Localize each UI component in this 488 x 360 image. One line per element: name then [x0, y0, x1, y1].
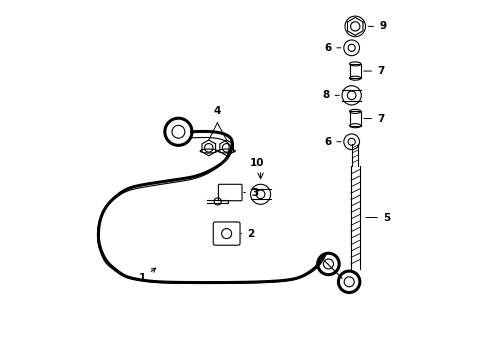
Text: 7: 7	[363, 113, 384, 123]
Text: 10: 10	[249, 158, 264, 168]
Text: 9: 9	[367, 21, 386, 31]
Bar	[349, 111, 360, 126]
Text: 3: 3	[243, 188, 258, 198]
Text: 6: 6	[324, 137, 340, 147]
Text: 8: 8	[322, 90, 339, 100]
Text: 1: 1	[139, 268, 155, 283]
Text: 2: 2	[241, 229, 254, 239]
Bar	[349, 64, 360, 78]
Text: 6: 6	[324, 43, 340, 53]
Text: 4: 4	[213, 106, 221, 116]
Text: 7: 7	[363, 66, 384, 76]
Text: 5: 5	[365, 212, 389, 222]
